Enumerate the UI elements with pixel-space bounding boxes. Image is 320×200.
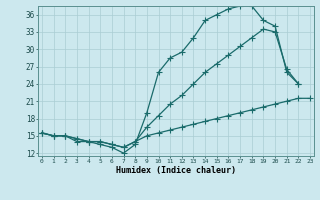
X-axis label: Humidex (Indice chaleur): Humidex (Indice chaleur)	[116, 166, 236, 175]
